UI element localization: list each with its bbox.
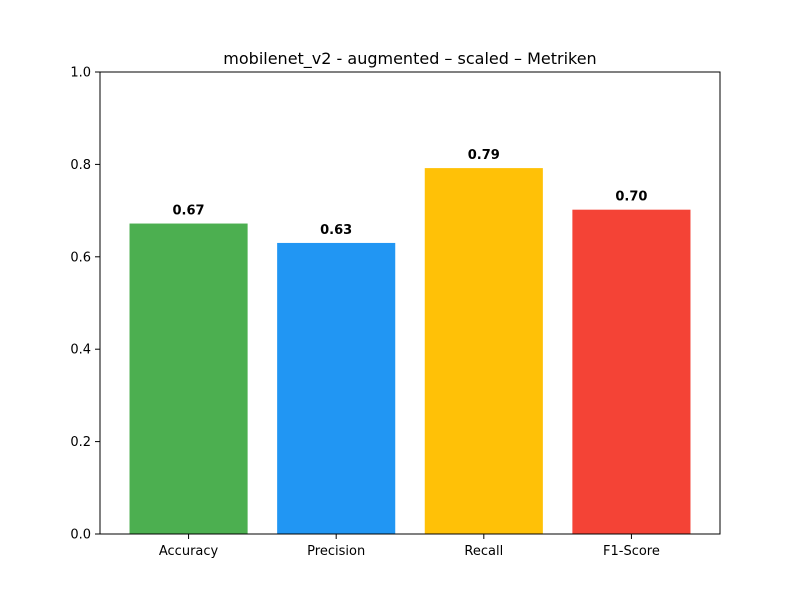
value-label: 0.67: [173, 204, 205, 219]
x-tick-label: F1-Score: [603, 544, 660, 559]
value-label: 0.79: [468, 148, 500, 163]
x-tick-label: Accuracy: [159, 544, 219, 559]
bar-f1-score: [572, 209, 691, 534]
y-tick-label: 0.4: [70, 343, 91, 358]
y-tick-label: 1.0: [70, 66, 91, 81]
x-tick-label: Recall: [464, 544, 503, 559]
axes-frame: [99, 71, 721, 535]
bar-accuracy: [129, 223, 248, 535]
chart-title: mobilenet_v2 - augmented – scaled – Metr…: [223, 49, 596, 69]
value-label: 0.70: [615, 190, 647, 205]
y-tick-label: 0.0: [70, 528, 91, 543]
y-tick-label: 0.6: [70, 250, 91, 265]
plot-area: 0.67 Accuracy 0.63 Precision 0.79 Recall 0.70 F…: [70, 66, 721, 559]
y-tick-label: 0.8: [70, 158, 91, 173]
bar-recall: [424, 168, 543, 534]
value-label: 0.63: [320, 223, 352, 238]
x-tick-label: Precision: [307, 544, 365, 559]
y-tick-label: 0.2: [70, 435, 91, 450]
bar-precision: [277, 242, 396, 534]
